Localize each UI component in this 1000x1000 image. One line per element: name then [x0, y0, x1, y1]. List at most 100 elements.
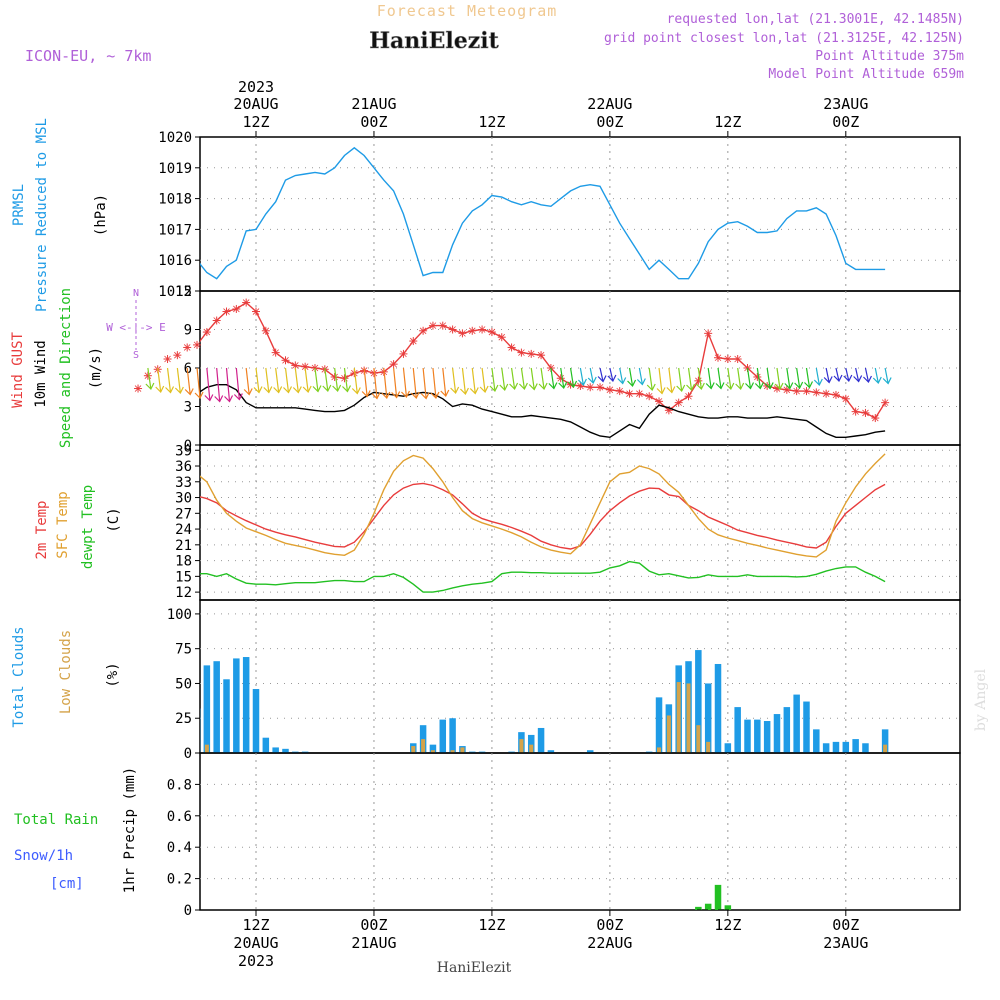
wind-arrow	[666, 367, 676, 394]
clouds-panel: 0 25 50 75 100	[145, 599, 961, 762]
gust-marker	[389, 360, 398, 369]
wind-arrow	[283, 367, 293, 394]
clouds-ytick-label: 75	[175, 642, 192, 658]
total-cloud-bar	[429, 744, 437, 753]
gust-marker	[232, 304, 241, 313]
precip-ytick-label: 0.6	[167, 809, 192, 825]
total-cloud-bar	[754, 719, 761, 753]
gust-marker	[822, 389, 831, 398]
temperature-ytick-label: 12	[175, 585, 192, 601]
total-cloud-bar	[783, 707, 791, 753]
gust-marker	[409, 337, 418, 346]
bottom-year-label: 2023	[238, 952, 274, 970]
compass-n: N	[133, 288, 139, 299]
bottom-hour-label: 12Z	[478, 916, 505, 934]
total-cloud-bar	[200, 708, 201, 753]
bottom-hour-label: 12Z	[714, 916, 741, 934]
prmsl-line	[200, 146, 886, 280]
bottom-date-label: 22AUG	[587, 934, 632, 952]
grid-coords: grid point closest lon,lat (21.3125E, 42…	[604, 31, 964, 46]
total-cloud-bar	[655, 697, 663, 753]
wind-arrow	[686, 367, 696, 392]
low-cloud-bar	[529, 744, 534, 753]
total-cloud-bar	[842, 741, 850, 753]
gust-marker	[802, 387, 811, 396]
wind-arrow	[646, 367, 656, 392]
wind-arrow	[656, 367, 666, 395]
top-date-label: 20AUG	[233, 95, 278, 113]
total-clouds-label: Total Clouds	[11, 626, 27, 727]
wind-arrow	[518, 367, 528, 391]
gust-marker	[458, 329, 467, 338]
wind-arrow	[577, 367, 587, 387]
gust-marker	[261, 326, 270, 335]
gust-marker	[163, 355, 172, 364]
wind-arrow	[735, 367, 745, 391]
low-cloud-bar	[175, 732, 179, 753]
gust-marker	[134, 384, 143, 393]
total-cloud-bar	[822, 743, 830, 753]
top-hour-label: 12Z	[714, 113, 741, 131]
wind-arrow	[813, 367, 823, 387]
low-clouds-label: Low Clouds	[58, 630, 74, 714]
wind-arrow	[499, 367, 509, 392]
gust-marker	[478, 325, 487, 334]
wind-arrow	[872, 367, 882, 385]
wind-arrow	[351, 367, 361, 395]
pressure-ytick-label: 1020	[158, 130, 192, 146]
top-date-label: 22AUG	[587, 95, 632, 113]
wind-ytick-label: 9	[184, 323, 192, 339]
gust-marker	[851, 407, 860, 416]
wind-arrow	[804, 367, 814, 389]
pressure-ytick-label: 1015	[158, 284, 192, 300]
precip-ytick-label: 0.2	[167, 872, 192, 888]
wind-arrow	[253, 367, 263, 394]
top-date-label: 23AUG	[823, 95, 868, 113]
low-cloud-bar	[519, 739, 524, 753]
wind-arrow	[450, 367, 460, 395]
bottom-hour-label: 00Z	[596, 916, 623, 934]
total-cloud-bar	[773, 714, 781, 753]
gust-marker	[517, 348, 526, 357]
wind-unit: (m/s)	[88, 347, 104, 389]
wind-arrow	[676, 367, 686, 393]
wind-arrow	[784, 367, 794, 390]
gust-marker	[655, 397, 664, 406]
prmsl-label: PRMSL	[11, 184, 27, 226]
total-cloud-bar	[439, 719, 447, 753]
total-cloud-bar	[154, 693, 161, 753]
wind-arrow	[204, 367, 214, 402]
total-cloud-bar	[145, 646, 152, 753]
wind-arrow	[469, 367, 479, 395]
wind-arrow	[194, 367, 204, 400]
pressure-label: Pressure Reduced to MSL	[34, 118, 50, 312]
wind-arrow	[243, 367, 253, 396]
low-cloud-bar	[883, 744, 888, 753]
top-hour-label: 00Z	[596, 113, 623, 131]
gust-marker	[448, 325, 457, 334]
gust-marker	[792, 387, 801, 396]
wind-arrow	[361, 367, 371, 398]
temperature-ytick-label: 24	[175, 522, 192, 538]
total-cloud-bar	[744, 719, 751, 753]
dewpt-label: dewpt Temp	[80, 485, 96, 569]
total-cloud-bar	[282, 748, 289, 753]
gust-marker	[252, 307, 260, 316]
total-cloud-bar	[862, 743, 869, 753]
total-cloud-bar	[272, 747, 279, 753]
gust-marker	[497, 333, 506, 342]
wind-arrow	[155, 367, 165, 394]
total-cloud-bar	[695, 650, 702, 753]
speed-dir-label: Speed and Direction	[58, 288, 74, 448]
wind-arrow	[332, 367, 342, 393]
low-cloud-bar	[421, 739, 426, 753]
wind-ytick-label: 0	[184, 438, 192, 454]
wind-arrow	[420, 367, 430, 400]
pressure-unit: (hPa)	[93, 194, 109, 236]
gust-marker	[537, 351, 546, 360]
clouds-ytick-label: 0	[184, 746, 192, 762]
wind-arrow	[597, 367, 607, 383]
wind-arrow	[224, 367, 234, 403]
location-name: HaniElezit	[369, 28, 499, 54]
